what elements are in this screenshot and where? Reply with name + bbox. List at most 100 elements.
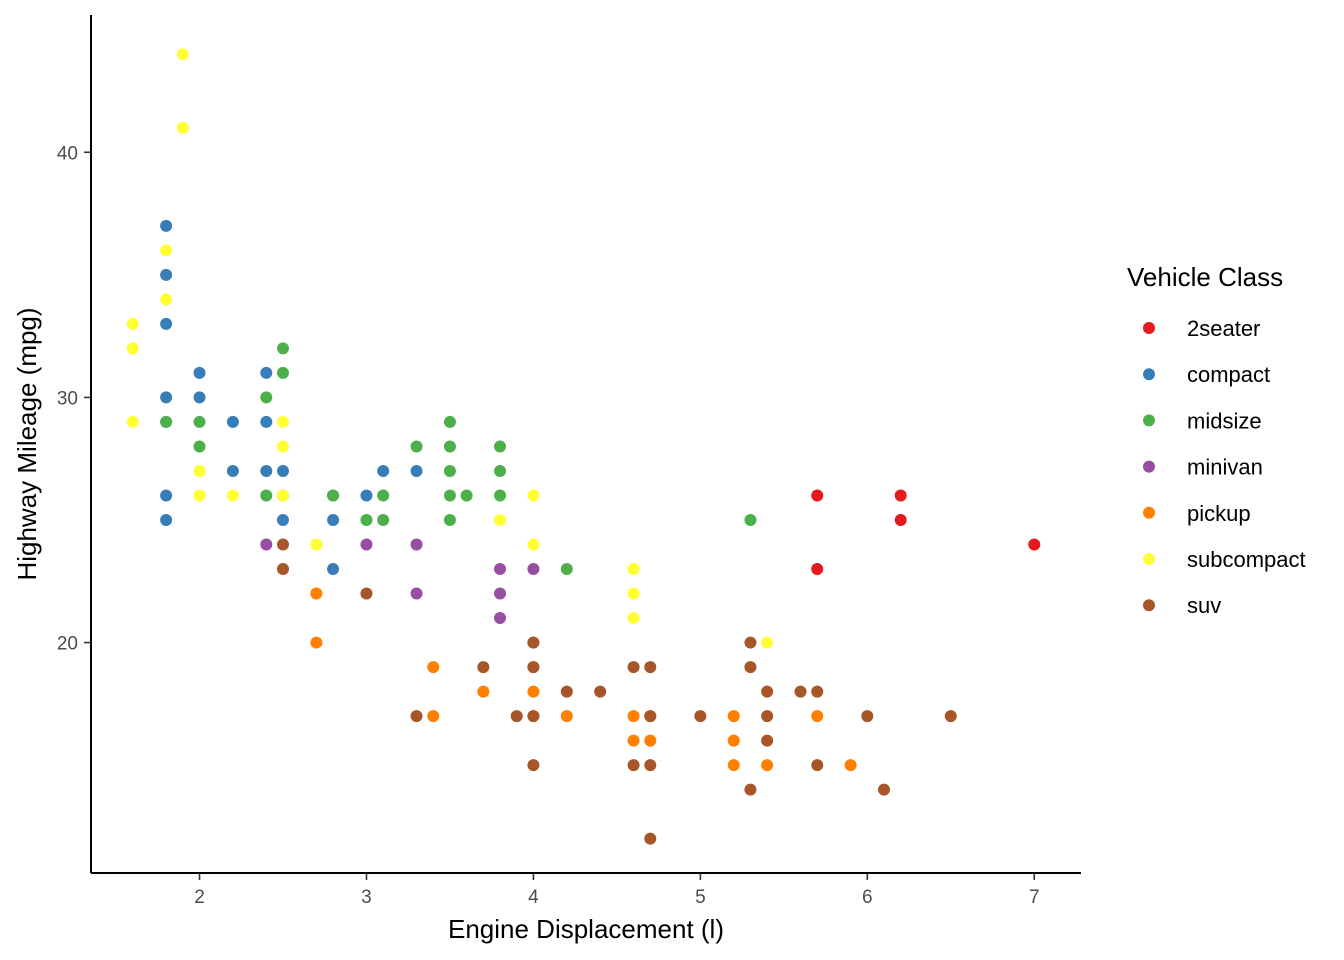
- point-subcompact: [276, 415, 289, 428]
- legend-key-midsize: [1143, 414, 1155, 427]
- point-compact: [327, 513, 340, 526]
- point-compact: [193, 366, 206, 379]
- series-subcompact: [126, 48, 774, 649]
- point-compact: [160, 219, 173, 232]
- point-suv: [761, 710, 774, 723]
- point-suv: [744, 636, 757, 649]
- point-suv: [794, 685, 807, 698]
- y-ticks: 20 30 40: [57, 143, 91, 655]
- point-compact: [327, 563, 340, 576]
- point-midsize: [410, 440, 423, 453]
- point-subcompact: [276, 440, 289, 453]
- legend-key-pickup: [1143, 506, 1155, 519]
- point-pickup: [811, 710, 824, 723]
- point-suv: [761, 685, 774, 698]
- point-midsize: [160, 415, 173, 428]
- point-minivan: [494, 587, 507, 600]
- legend-key-suv: [1143, 599, 1155, 612]
- point-2seater: [811, 563, 824, 576]
- point-subcompact: [176, 121, 189, 134]
- point-suv: [644, 832, 657, 845]
- point-subcompact: [527, 538, 540, 551]
- point-subcompact: [126, 342, 139, 355]
- series-suv: [276, 538, 957, 845]
- point-compact: [260, 366, 273, 379]
- legend-key-2seater: [1143, 322, 1155, 334]
- point-compact: [160, 513, 173, 526]
- point-midsize: [443, 415, 456, 428]
- point-midsize: [377, 513, 390, 526]
- point-subcompact: [126, 317, 139, 330]
- point-subcompact: [176, 48, 189, 61]
- x-tick-label: 5: [695, 887, 706, 908]
- x-tick-label: 4: [528, 887, 539, 908]
- point-subcompact: [193, 464, 206, 477]
- x-axis-title: Engine Displacement (l): [448, 914, 724, 944]
- point-midsize: [443, 489, 456, 502]
- point-midsize: [443, 464, 456, 477]
- point-suv: [744, 661, 757, 674]
- point-compact: [360, 489, 373, 502]
- series-compact: [160, 219, 423, 576]
- x-tick-label: 2: [194, 887, 205, 908]
- point-suv: [527, 636, 540, 649]
- x-ticks: 2 3 4 5 6 7: [194, 873, 1040, 908]
- point-midsize: [276, 342, 289, 355]
- point-subcompact: [160, 293, 173, 306]
- point-pickup: [844, 759, 857, 772]
- axes: [90, 15, 1081, 874]
- point-suv: [861, 710, 874, 723]
- point-compact: [260, 464, 273, 477]
- point-midsize: [360, 513, 373, 526]
- point-midsize: [560, 563, 573, 576]
- point-suv: [560, 685, 573, 698]
- point-compact: [193, 391, 206, 404]
- point-pickup: [761, 759, 774, 772]
- point-minivan: [494, 563, 507, 576]
- point-suv: [510, 710, 523, 723]
- y-axis-title: Highway Mileage (mpg): [12, 307, 42, 580]
- point-pickup: [727, 759, 740, 772]
- point-compact: [377, 464, 390, 477]
- points-layer: [126, 48, 1041, 845]
- point-subcompact: [761, 636, 774, 649]
- y-tick-label: 30: [57, 388, 78, 409]
- series-minivan: [260, 538, 540, 625]
- point-subcompact: [527, 489, 540, 502]
- point-suv: [644, 661, 657, 674]
- point-minivan: [260, 538, 273, 551]
- legend-key-subcompact: [1143, 553, 1155, 565]
- point-suv: [477, 661, 490, 674]
- legend-label-2seater: 2seater: [1187, 316, 1260, 341]
- point-pickup: [727, 710, 740, 723]
- point-compact: [276, 464, 289, 477]
- point-pickup: [427, 710, 440, 723]
- legend-items: 2seater compact midsize minivan pickup subcom…: [1143, 316, 1306, 618]
- x-tick-label: 7: [1029, 887, 1040, 908]
- point-subcompact: [276, 489, 289, 502]
- point-pickup: [627, 734, 640, 747]
- point-midsize: [460, 489, 473, 502]
- point-suv: [527, 661, 540, 674]
- point-suv: [644, 759, 657, 772]
- point-suv: [878, 783, 891, 796]
- point-midsize: [327, 489, 340, 502]
- point-pickup: [427, 661, 440, 674]
- point-suv: [410, 710, 423, 723]
- point-midsize: [260, 391, 273, 404]
- x-tick-label: 3: [361, 887, 372, 908]
- point-2seater: [894, 489, 907, 502]
- point-minivan: [494, 612, 507, 625]
- point-midsize: [377, 489, 390, 502]
- point-midsize: [193, 440, 206, 453]
- point-subcompact: [627, 612, 640, 625]
- point-pickup: [477, 685, 490, 698]
- point-midsize: [744, 513, 757, 526]
- point-suv: [811, 759, 824, 772]
- legend-key-minivan: [1143, 460, 1155, 473]
- point-minivan: [527, 563, 540, 576]
- point-midsize: [494, 440, 507, 453]
- series-pickup: [310, 587, 857, 772]
- point-suv: [276, 538, 289, 551]
